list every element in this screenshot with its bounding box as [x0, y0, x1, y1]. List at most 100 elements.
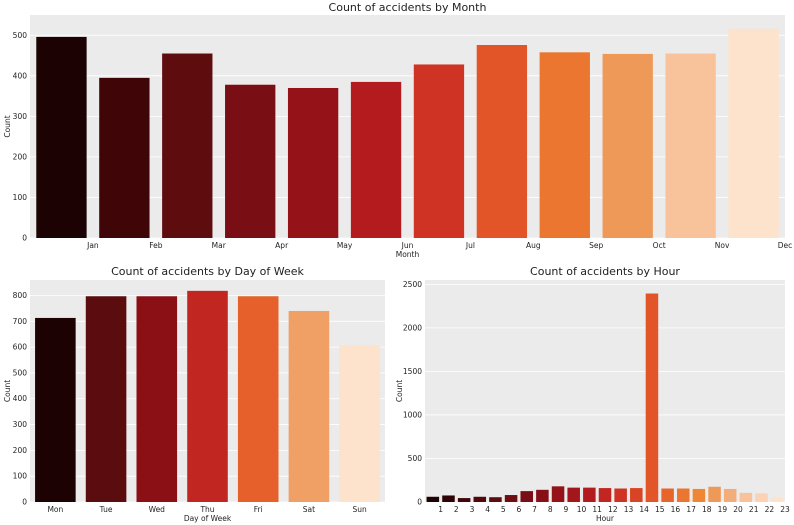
x-tick-label: 19	[718, 505, 728, 514]
y-tick-label: 300	[13, 420, 28, 429]
y-axis-label: Count	[3, 380, 12, 402]
bar-hour	[567, 487, 580, 502]
chart-title: Count of accidents by Day of Week	[111, 265, 304, 278]
bar-hour	[426, 496, 440, 502]
y-tick-label: 500	[13, 368, 28, 377]
y-axis-label: Count	[395, 380, 404, 402]
x-tick-label: 8	[548, 505, 553, 514]
x-tick-label: Jan	[86, 241, 99, 250]
bar-hour	[755, 493, 768, 502]
x-tick-label: 22	[765, 505, 775, 514]
y-tick-label: 100	[13, 472, 28, 481]
y-tick-label: 100	[13, 193, 28, 202]
x-tick-label: Oct	[653, 241, 666, 250]
x-tick-label: Apr	[275, 241, 289, 250]
bar-hour	[489, 497, 502, 502]
x-tick-label: 5	[501, 505, 506, 514]
x-tick-label: 10	[577, 505, 587, 514]
x-tick-label: 9	[563, 505, 568, 514]
x-tick-label: 3	[470, 505, 475, 514]
bar-dow	[339, 345, 380, 502]
x-tick-label: 20	[733, 505, 743, 514]
bar-hour	[504, 495, 518, 502]
bar-month	[476, 45, 528, 239]
y-tick-label: 1000	[403, 410, 422, 419]
y-tick-label: 2500	[403, 280, 422, 289]
bar-month	[728, 28, 779, 238]
bar-hour	[583, 487, 596, 502]
bar-dow	[136, 296, 178, 502]
x-axis-label: Day of Week	[184, 514, 232, 523]
x-tick-label: Sun	[353, 505, 368, 514]
bar-hour	[708, 486, 721, 502]
x-tick-label: 11	[592, 505, 602, 514]
x-tick-label: 6	[517, 505, 522, 514]
y-tick-label: 200	[13, 152, 28, 161]
bar-hour	[739, 492, 753, 502]
bar-month	[539, 52, 590, 238]
y-tick-label: 400	[13, 394, 28, 403]
x-tick-label: 16	[671, 505, 681, 514]
x-tick-label: Fri	[254, 505, 263, 514]
y-tick-label: 700	[13, 317, 28, 326]
chart-month: 0 100 200 300 400 500 Count of accidents by Mo…	[3, 1, 792, 259]
x-tick-label: 17	[686, 505, 696, 514]
bar-hour	[457, 498, 471, 502]
x-tick-label: Mar	[212, 241, 227, 250]
y-tick-label: 0	[22, 234, 27, 243]
x-tick-label: 14	[639, 505, 649, 514]
bar-month	[350, 81, 402, 239]
x-tick-label: 12	[608, 505, 618, 514]
x-tick-label: 13	[624, 505, 634, 514]
x-tick-label: Mon	[47, 505, 63, 514]
chart-dow: 0 100 200 300 400 500 600 700 800 Count of accide…	[3, 265, 385, 523]
bar-hour	[614, 488, 627, 502]
y-tick-label: 500	[13, 31, 28, 40]
bar-hour	[598, 488, 612, 502]
chart-title: Count of accidents by Hour	[530, 265, 680, 278]
bar-month	[225, 84, 276, 238]
y-tick-label: 200	[13, 446, 28, 455]
bar-hour	[692, 488, 706, 502]
bar-hour	[536, 489, 549, 502]
x-tick-label: 18	[702, 505, 712, 514]
bar-hour	[723, 488, 737, 502]
x-tick-label: Sat	[303, 505, 315, 514]
bar-hour	[520, 491, 533, 502]
x-axis-label: Hour	[596, 514, 615, 523]
x-tick-label: 21	[749, 505, 759, 514]
chart-hour: 0 500 1000 1500 2000 2500 Count of accidents b…	[395, 265, 790, 523]
x-tick-label: 23	[780, 505, 790, 514]
x-tick-label: 15	[655, 505, 665, 514]
y-axis-label: Count	[3, 115, 12, 137]
y-tick-label: 600	[13, 343, 28, 352]
bar-hour	[473, 496, 487, 502]
plot-area	[30, 15, 785, 238]
bar-dow	[85, 296, 127, 502]
x-tick-label: Sep	[589, 241, 603, 250]
plot-area	[425, 280, 785, 502]
bar-hour	[551, 486, 565, 502]
y-tick-label: 800	[13, 291, 28, 300]
x-tick-label: 7	[532, 505, 537, 514]
x-tick-label: Jun	[401, 241, 414, 250]
bar-dow	[35, 317, 76, 502]
y-tick-label: 1500	[403, 367, 422, 376]
bar-month	[162, 53, 213, 238]
x-tick-label: Wed	[149, 505, 166, 514]
y-tick-label: 2000	[403, 323, 422, 332]
bar-month	[665, 53, 716, 238]
y-tick-label: 0	[22, 498, 27, 507]
y-tick-label: 0	[417, 498, 422, 507]
x-tick-label: Jul	[465, 241, 475, 250]
x-tick-label: May	[337, 241, 353, 250]
bar-dow	[288, 310, 330, 502]
bar-dow	[237, 296, 279, 502]
y-tick-label: 500	[408, 454, 423, 463]
x-tick-label: 2	[454, 505, 459, 514]
x-tick-label: 4	[485, 505, 490, 514]
x-tick-label: Nov	[715, 241, 730, 250]
bar-month	[287, 87, 339, 239]
bar-hour	[442, 495, 455, 502]
x-axis-label: Month	[396, 250, 420, 259]
